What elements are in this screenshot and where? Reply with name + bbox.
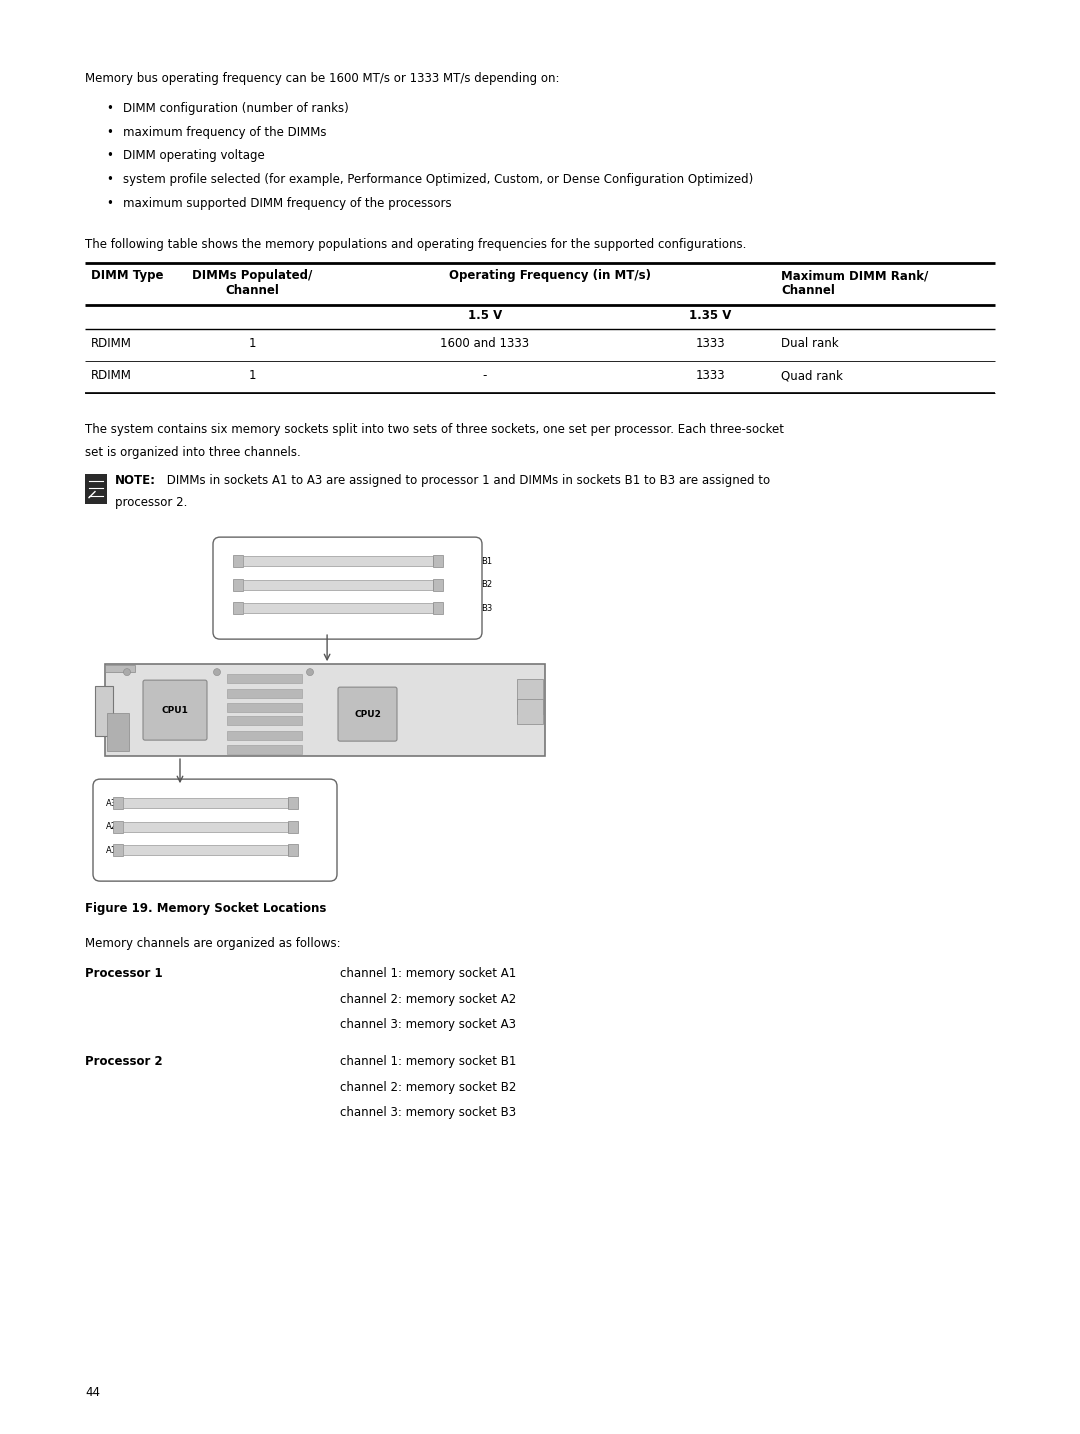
Text: -: - xyxy=(483,369,487,381)
Text: DIMMs in sockets A1 to A3 are assigned to processor 1 and DIMMs in sockets B1 to: DIMMs in sockets A1 to A3 are assigned t… xyxy=(163,473,770,486)
Bar xyxy=(95,685,113,736)
Text: 1333: 1333 xyxy=(696,369,725,381)
Text: channel 1: memory socket A1: channel 1: memory socket A1 xyxy=(340,967,516,979)
Text: DIMM Type: DIMM Type xyxy=(91,270,163,282)
Text: 1.5 V: 1.5 V xyxy=(468,310,502,323)
Text: channel 2: memory socket A2: channel 2: memory socket A2 xyxy=(340,992,516,1005)
Text: The following table shows the memory populations and operating frequencies for t: The following table shows the memory pop… xyxy=(85,238,746,251)
Text: 1.35 V: 1.35 V xyxy=(689,310,731,323)
Text: channel 2: memory socket B2: channel 2: memory socket B2 xyxy=(340,1081,516,1094)
Bar xyxy=(227,746,302,754)
Text: Memory channels are organized as follows:: Memory channels are organized as follows… xyxy=(85,938,340,951)
Bar xyxy=(113,820,123,833)
Text: A1: A1 xyxy=(106,846,117,855)
Text: B3: B3 xyxy=(481,604,492,612)
Bar xyxy=(123,822,288,832)
Text: NOTE:: NOTE: xyxy=(114,473,156,486)
Bar xyxy=(123,799,288,809)
Bar xyxy=(107,713,129,751)
Circle shape xyxy=(307,668,313,675)
Text: Processor 1: Processor 1 xyxy=(85,967,163,979)
Text: The system contains six memory sockets split into two sets of three sockets, one: The system contains six memory sockets s… xyxy=(85,423,784,436)
Bar xyxy=(105,665,135,673)
Text: DIMM operating voltage: DIMM operating voltage xyxy=(123,149,265,162)
Text: A3: A3 xyxy=(106,799,117,807)
Text: A2: A2 xyxy=(106,822,117,832)
Bar xyxy=(243,579,433,589)
Text: 1333: 1333 xyxy=(696,337,725,350)
Bar xyxy=(243,604,433,614)
Text: channel 3: memory socket A3: channel 3: memory socket A3 xyxy=(340,1018,516,1031)
Text: DIMM configuration (number of ranks): DIMM configuration (number of ranks) xyxy=(123,102,349,115)
Text: Processor 2: Processor 2 xyxy=(85,1055,163,1068)
Bar xyxy=(227,731,302,740)
Bar xyxy=(517,680,543,714)
Text: Maximum DIMM Rank/
Channel: Maximum DIMM Rank/ Channel xyxy=(781,270,928,297)
Bar xyxy=(288,820,298,833)
Bar xyxy=(233,602,243,614)
Bar xyxy=(433,555,443,566)
Bar xyxy=(85,473,107,503)
Circle shape xyxy=(214,668,220,675)
Bar xyxy=(233,555,243,566)
Text: CPU1: CPU1 xyxy=(162,706,188,714)
Bar xyxy=(227,674,302,683)
Text: 1600 and 1333: 1600 and 1333 xyxy=(441,337,529,350)
Text: 1: 1 xyxy=(248,369,256,381)
Bar xyxy=(227,703,302,713)
Text: •: • xyxy=(107,174,113,186)
Text: DIMMs Populated/
Channel: DIMMs Populated/ Channel xyxy=(192,270,312,297)
Bar xyxy=(227,716,302,726)
Text: •: • xyxy=(107,126,113,139)
Bar xyxy=(105,664,545,756)
Bar xyxy=(123,845,288,855)
Text: Quad rank: Quad rank xyxy=(781,369,842,381)
Text: maximum supported DIMM frequency of the processors: maximum supported DIMM frequency of the … xyxy=(123,196,451,209)
Bar xyxy=(113,845,123,856)
Text: 44: 44 xyxy=(85,1387,100,1400)
Bar xyxy=(113,797,123,809)
Bar xyxy=(243,556,433,566)
Bar xyxy=(433,602,443,614)
Text: processor 2.: processor 2. xyxy=(114,496,187,509)
Bar xyxy=(517,700,543,724)
Bar xyxy=(433,579,443,591)
Text: Figure 19. Memory Socket Locations: Figure 19. Memory Socket Locations xyxy=(85,902,326,915)
Text: B2: B2 xyxy=(481,581,492,589)
Bar xyxy=(288,845,298,856)
Text: system profile selected (for example, Performance Optimized, Custom, or Dense Co: system profile selected (for example, Pe… xyxy=(123,174,753,186)
Bar xyxy=(227,688,302,697)
Text: channel 3: memory socket B3: channel 3: memory socket B3 xyxy=(340,1106,516,1119)
Text: maximum frequency of the DIMMs: maximum frequency of the DIMMs xyxy=(123,126,326,139)
Text: RDIMM: RDIMM xyxy=(91,337,132,350)
Text: •: • xyxy=(107,149,113,162)
Text: •: • xyxy=(107,102,113,115)
FancyBboxPatch shape xyxy=(143,680,207,740)
Text: B1: B1 xyxy=(481,556,492,565)
Text: Dual rank: Dual rank xyxy=(781,337,839,350)
FancyBboxPatch shape xyxy=(93,779,337,880)
Text: RDIMM: RDIMM xyxy=(91,369,132,381)
Text: •: • xyxy=(107,196,113,209)
FancyBboxPatch shape xyxy=(213,538,482,640)
Text: set is organized into three channels.: set is organized into three channels. xyxy=(85,446,300,459)
Text: channel 1: memory socket B1: channel 1: memory socket B1 xyxy=(340,1055,516,1068)
Bar xyxy=(233,579,243,591)
Text: Memory bus operating frequency can be 1600 MT/s or 1333 MT/s depending on:: Memory bus operating frequency can be 16… xyxy=(85,72,559,85)
Text: 1: 1 xyxy=(248,337,256,350)
Bar xyxy=(288,797,298,809)
Text: CPU2: CPU2 xyxy=(354,710,381,718)
Text: Operating Frequency (in MT/s): Operating Frequency (in MT/s) xyxy=(449,270,651,282)
FancyBboxPatch shape xyxy=(338,687,397,741)
Circle shape xyxy=(123,668,131,675)
